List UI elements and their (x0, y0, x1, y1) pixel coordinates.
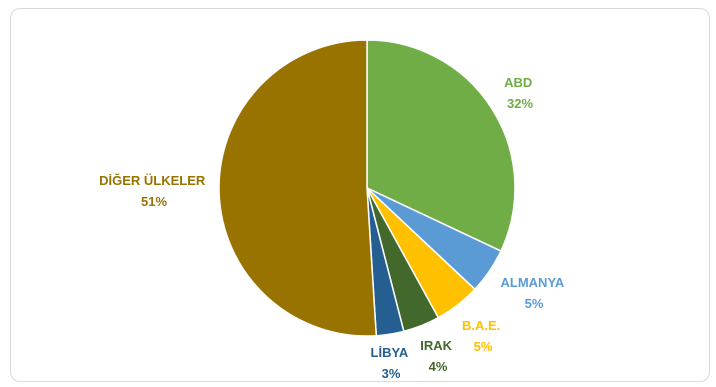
slice-label-bae: B.A.E. 5% (462, 318, 504, 354)
slice-percent: 4% (429, 359, 448, 374)
slice-label-abd: ABD 32% (504, 75, 536, 111)
slice-label-diger-ulkeler: DİĞER ÜLKELER 51% (99, 173, 209, 209)
slice-label-libya: LİBYA 3% (371, 345, 412, 381)
slice-percent: 3% (382, 366, 401, 381)
pie-slice-di-er-lkeler (218, 39, 378, 337)
slice-name: ALMANYA (501, 275, 565, 290)
slice-name: IRAK (420, 338, 452, 353)
slice-percent: 51% (141, 194, 167, 209)
slice-label-almanya: ALMANYA 5% (501, 275, 568, 311)
pie-slice-abd (366, 39, 516, 253)
slice-label-irak: IRAK 4% (420, 338, 455, 374)
slice-percent: 32% (507, 96, 533, 111)
slice-percent: 5% (525, 296, 544, 311)
pie-slices (218, 39, 516, 337)
slice-name: DİĞER ÜLKELER (99, 173, 206, 188)
slice-name: B.A.E. (462, 318, 500, 333)
slice-percent: 5% (474, 339, 493, 354)
slice-name: ABD (504, 75, 532, 90)
slice-name: LİBYA (371, 345, 409, 360)
